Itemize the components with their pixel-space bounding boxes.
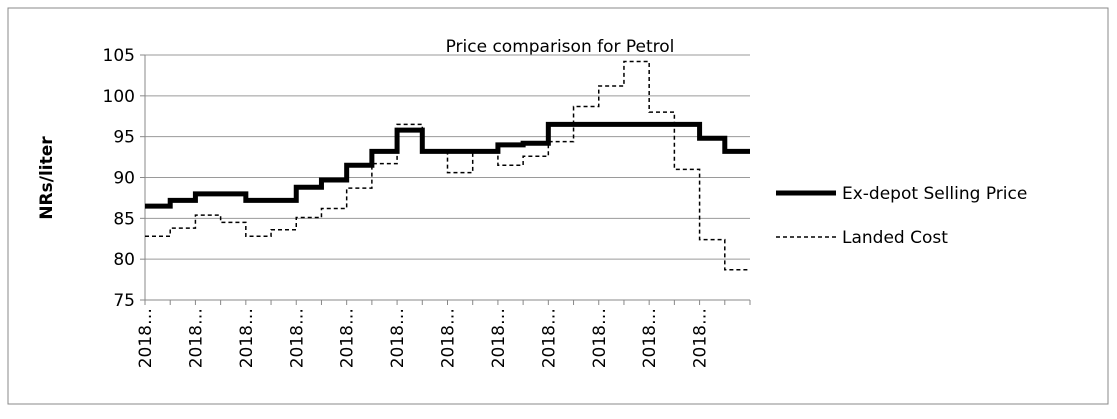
legend-label: Landed Cost	[842, 228, 948, 248]
x-tick-label: 2018…	[691, 308, 711, 368]
y-tick-label: 100	[103, 87, 135, 107]
legend-label: Ex-depot Selling Price	[842, 184, 1027, 204]
x-tick-label: 2018…	[539, 308, 559, 368]
y-tick-label: 105	[103, 46, 135, 66]
x-tick-label: 2018…	[186, 308, 206, 368]
y-tick-label: 85	[113, 209, 135, 229]
y-tick-label: 90	[113, 169, 135, 189]
x-tick-label: 2018…	[136, 308, 156, 368]
x-tick-label: 2018…	[287, 308, 307, 368]
x-tick-label: 2018…	[237, 308, 257, 368]
y-tick-label: 80	[113, 250, 135, 270]
y-axis-label: NRs/liter	[37, 136, 57, 220]
chart-border	[7, 7, 1109, 405]
y-tick-label: 95	[113, 128, 135, 148]
x-tick-label: 2018…	[590, 308, 610, 368]
y-tick-label: 75	[113, 291, 135, 311]
x-tick-label: 2018…	[439, 308, 459, 368]
chart-title: Price comparison for Petrol	[446, 37, 675, 57]
x-tick-label: 2018…	[489, 308, 509, 368]
x-tick-label: 2018…	[388, 308, 408, 368]
x-tick-label: 2018…	[338, 308, 358, 368]
series-line	[145, 60, 750, 271]
x-tick-label: 2018…	[640, 308, 660, 368]
